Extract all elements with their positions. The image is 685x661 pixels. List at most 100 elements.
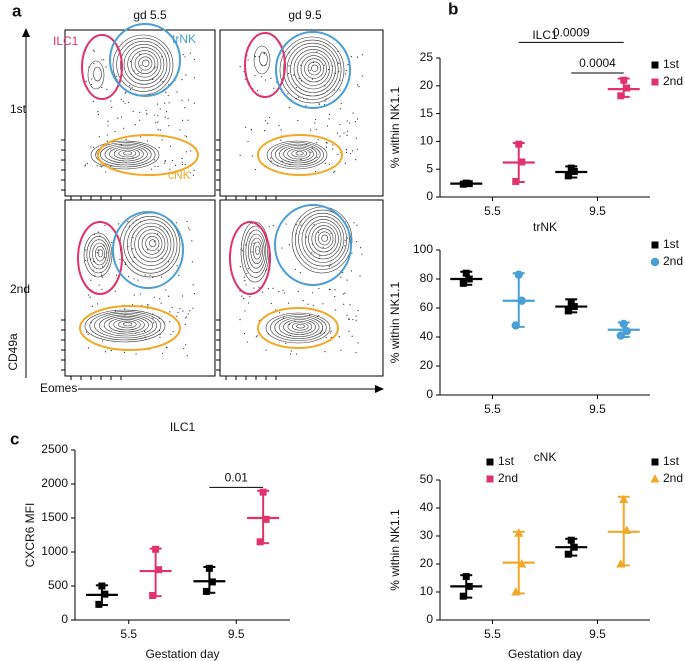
event-dot [139, 111, 141, 113]
legend-label: 2nd [663, 74, 683, 88]
gate [275, 31, 351, 109]
contour [89, 239, 109, 270]
event-dot [144, 274, 146, 276]
event-dot [189, 172, 191, 174]
event-dot [87, 347, 90, 349]
event-dot [309, 129, 312, 131]
data-point [155, 566, 163, 574]
event-dot [316, 51, 318, 53]
data-point [95, 600, 103, 608]
event-dot [139, 119, 141, 121]
contour [291, 322, 309, 331]
y-axis-label: % within NK1.1 [388, 86, 402, 168]
event-dot [168, 102, 170, 104]
event-dot [184, 323, 186, 326]
x-tick-label: 9.5 [589, 204, 606, 218]
x-axis-label: Eomes [40, 381, 77, 395]
event-dot [129, 89, 132, 91]
event-dot [314, 122, 316, 124]
event-dot [93, 234, 96, 236]
event-dot [295, 224, 297, 226]
chart-title: cNK [534, 450, 557, 464]
event-dot [190, 150, 192, 152]
event-dot [122, 100, 124, 102]
event-dot [92, 49, 94, 51]
event-dot [316, 156, 318, 159]
contour [123, 44, 165, 85]
event-dot [245, 284, 247, 286]
event-dot [348, 318, 351, 320]
event-dot [328, 265, 330, 267]
event-dot [158, 146, 160, 149]
data-point [567, 298, 575, 306]
event-dot [270, 302, 272, 305]
event-dot [312, 305, 314, 307]
event-dot [361, 253, 363, 255]
event-dot [170, 333, 172, 335]
contour [311, 64, 319, 72]
gate [229, 221, 271, 295]
data-point [517, 296, 526, 305]
event-dot [110, 350, 112, 352]
event-dot [156, 103, 159, 105]
event-dot [328, 288, 330, 290]
contour [113, 148, 140, 160]
event-dot [324, 162, 326, 164]
event-dot [89, 296, 91, 298]
event-dot [84, 164, 86, 166]
event-dot [123, 127, 125, 129]
contour [283, 146, 314, 162]
data-point [651, 78, 659, 86]
event-dot [264, 130, 266, 132]
event-dot [344, 292, 346, 294]
event-dot [243, 297, 245, 300]
event-dot [145, 109, 147, 112]
event-dot [295, 87, 298, 89]
event-dot [349, 304, 351, 306]
contour [270, 142, 324, 168]
event-dot [250, 129, 252, 131]
event-dot [314, 171, 317, 173]
data-point [511, 321, 520, 330]
event-dot [161, 276, 163, 278]
event-dot [153, 322, 155, 324]
significance-label: 0.0009 [553, 26, 590, 40]
event-dot [339, 135, 341, 137]
event-dot [161, 56, 163, 58]
panel-label: a [12, 1, 22, 20]
contour [95, 246, 105, 262]
event-dot [93, 63, 95, 65]
event-dot [330, 332, 332, 334]
event-dot [336, 132, 339, 134]
event-dot [270, 77, 272, 79]
event-dot [280, 129, 282, 131]
event-dot [297, 96, 300, 98]
y-tick-label: 0 [426, 387, 433, 401]
gate [244, 32, 286, 98]
event-dot [179, 129, 181, 131]
contour [270, 314, 327, 342]
event-dot [251, 251, 253, 253]
event-dot [189, 229, 191, 231]
contour [142, 59, 150, 67]
event-dot [184, 317, 187, 319]
event-dot [169, 145, 172, 147]
contour [90, 140, 160, 170]
event-dot [329, 289, 331, 291]
event-dot [187, 227, 190, 229]
event-dot [167, 95, 169, 97]
contour [311, 225, 337, 253]
event-dot [185, 136, 188, 138]
event-dot [323, 64, 325, 66]
data-point [515, 140, 523, 148]
event-dot [101, 86, 103, 89]
event-dot [182, 310, 184, 312]
event-dot [120, 98, 122, 100]
event-dot [165, 111, 168, 113]
event-dot [244, 78, 246, 80]
gate [81, 34, 123, 100]
event-dot [105, 171, 107, 173]
contour [266, 140, 328, 170]
significance-label: 0.0004 [579, 56, 616, 70]
event-dot [346, 134, 348, 137]
